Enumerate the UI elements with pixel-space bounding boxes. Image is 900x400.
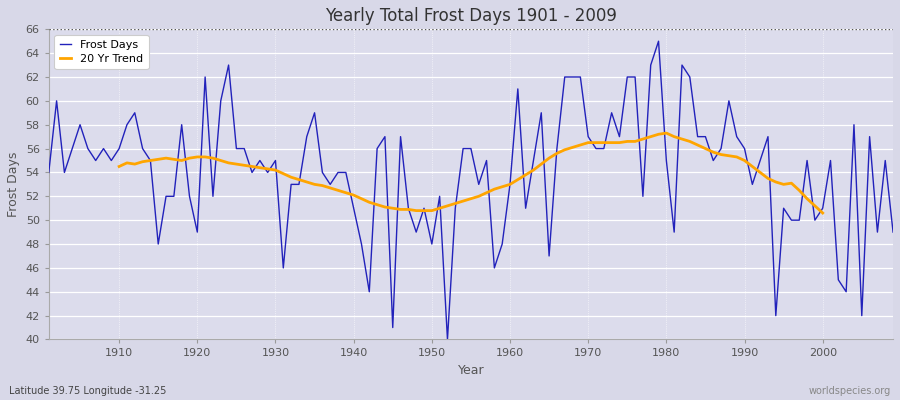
Text: worldspecies.org: worldspecies.org [809,386,891,396]
Text: Latitude 39.75 Longitude -31.25: Latitude 39.75 Longitude -31.25 [9,386,166,396]
20 Yr Trend [817,211,828,216]
Frost Days [278,266,289,270]
Frost Days [106,158,117,163]
20 Yr Trend [293,177,304,182]
Line: 20 Yr Trend: 20 Yr Trend [119,133,823,213]
Title: Yearly Total Frost Days 1901 - 2009: Yearly Total Frost Days 1901 - 2009 [325,7,616,25]
Frost Days [442,337,453,342]
20 Yr Trend [809,204,820,208]
20 Yr Trend [113,164,124,169]
Legend: Frost Days, 20 Yr Trend: Frost Days, 20 Yr Trend [54,35,148,70]
20 Yr Trend [661,131,671,136]
20 Yr Trend [802,196,813,201]
Frost Days [887,230,898,234]
20 Yr Trend [278,171,289,176]
20 Yr Trend [200,154,211,159]
X-axis label: Year: Year [457,364,484,377]
Frost Days [512,86,523,91]
Frost Days [653,39,664,44]
Line: Frost Days: Frost Days [49,41,893,340]
Frost Days [325,182,336,187]
20 Yr Trend [716,152,726,157]
Frost Days [43,170,54,175]
Frost Days [607,110,617,115]
Frost Days [505,182,516,187]
Y-axis label: Frost Days: Frost Days [7,152,20,217]
